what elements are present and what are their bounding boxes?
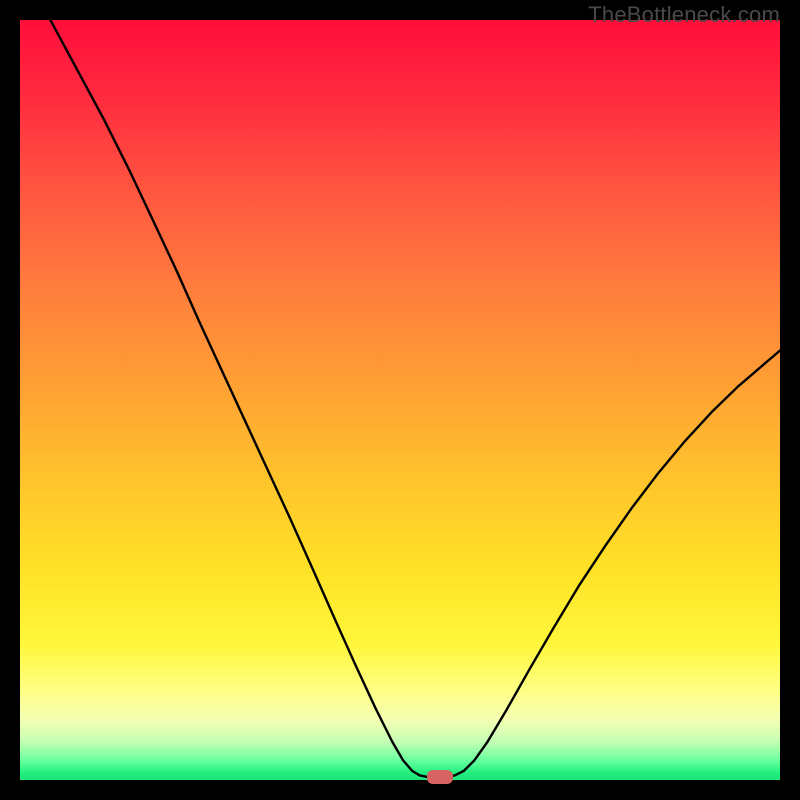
chart-container: TheBottleneck.com [0,0,800,800]
plot-area [20,20,780,780]
minimum-marker [427,770,453,784]
curve-line [20,20,780,780]
watermark-text: TheBottleneck.com [588,2,780,28]
